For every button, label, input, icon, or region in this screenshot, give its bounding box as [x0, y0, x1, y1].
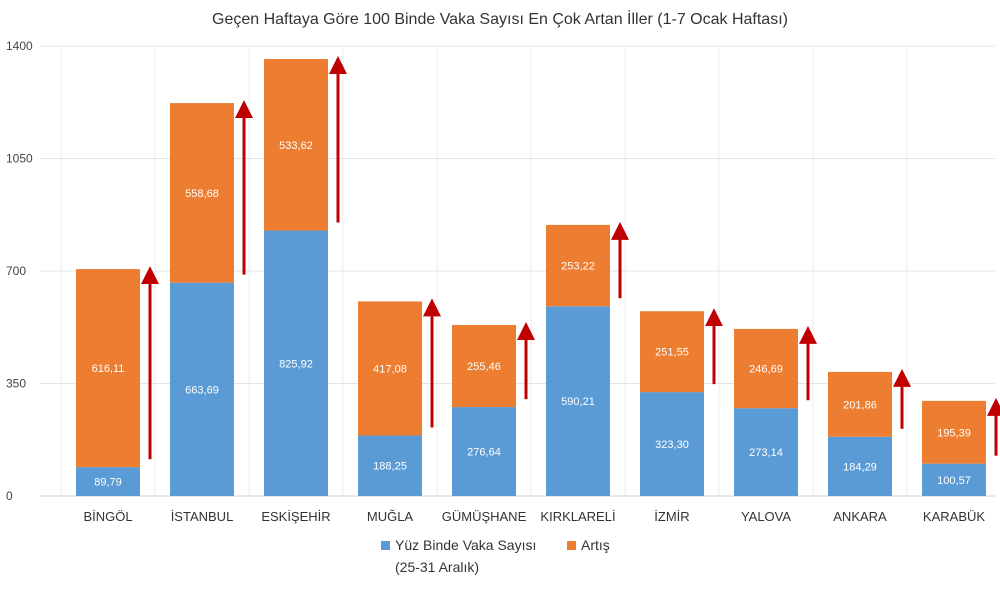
chart-title: Geçen Haftaya Göre 100 Binde Vaka Sayısı… — [212, 9, 788, 28]
bar-artis — [358, 301, 422, 436]
bar-artis — [640, 311, 704, 393]
x-tick-label: GÜMÜŞHANE — [442, 509, 527, 524]
legend-swatch-vaka — [381, 541, 390, 550]
data-label: 558,68 — [185, 188, 219, 200]
x-tick-label: KIRKLARELİ — [540, 509, 615, 524]
data-label: 255,46 — [467, 361, 501, 373]
x-tick-label: ESKİŞEHİR — [261, 509, 330, 524]
data-label: 195,39 — [937, 427, 971, 439]
data-label: 253,22 — [561, 261, 595, 273]
bar-artis — [264, 59, 328, 231]
data-label: 100,57 — [937, 475, 971, 487]
bar-vaka — [640, 392, 704, 496]
data-label: 616,11 — [92, 363, 125, 375]
x-tick-label: MUĞLA — [367, 509, 414, 524]
bar-vaka — [922, 463, 986, 496]
bar-vaka — [76, 467, 140, 496]
bar-artis — [922, 400, 986, 464]
legend-label-vaka-line2: (25-31 Aralık) — [395, 559, 479, 575]
data-label: 273,14 — [749, 447, 783, 459]
bar-vaka — [264, 230, 328, 497]
y-tick-label: 1050 — [6, 152, 33, 166]
bar-vaka — [828, 436, 892, 496]
bar-vaka — [358, 435, 422, 496]
data-label: 663,69 — [185, 384, 219, 396]
bar-artis — [76, 269, 140, 468]
x-tick-label: BİNGÖL — [83, 509, 132, 524]
bar-artis — [170, 103, 234, 283]
bar-artis — [734, 328, 798, 409]
bar-artis — [452, 324, 516, 408]
y-tick-label: 0 — [6, 489, 13, 503]
data-label: 188,25 — [373, 461, 407, 473]
data-label: 89,79 — [94, 477, 122, 489]
data-label: 276,64 — [467, 447, 501, 459]
bar-vaka — [546, 306, 610, 496]
data-label: 533,62 — [279, 140, 313, 152]
bar-vaka — [452, 407, 516, 496]
y-tick-label: 700 — [6, 264, 26, 278]
bar-vaka — [734, 408, 798, 496]
data-label: 246,69 — [749, 364, 783, 376]
x-tick-label: İZMİR — [654, 509, 689, 524]
x-tick-label: ANKARA — [833, 509, 887, 524]
data-label: 590,21 — [561, 396, 595, 408]
bar-artis — [828, 371, 892, 437]
legend-label-artis: Artış — [581, 537, 610, 553]
y-tick-label: 350 — [6, 377, 26, 391]
y-tick-label: 1400 — [6, 39, 33, 53]
x-tick-label: KARABÜK — [923, 509, 985, 524]
legend-swatch-artis — [567, 541, 576, 550]
data-label: 184,29 — [843, 461, 877, 473]
bar-vaka — [170, 282, 234, 496]
bar-artis — [546, 224, 610, 307]
data-label: 201,86 — [843, 399, 877, 411]
data-label: 323,30 — [655, 439, 689, 451]
x-tick-label: YALOVA — [741, 509, 791, 524]
data-label: 251,55 — [655, 347, 689, 359]
legend-label-vaka: Yüz Binde Vaka Sayısı — [395, 537, 536, 553]
x-tick-label: İSTANBUL — [171, 509, 234, 524]
data-label: 417,08 — [373, 363, 407, 375]
data-label: 825,92 — [279, 358, 313, 370]
